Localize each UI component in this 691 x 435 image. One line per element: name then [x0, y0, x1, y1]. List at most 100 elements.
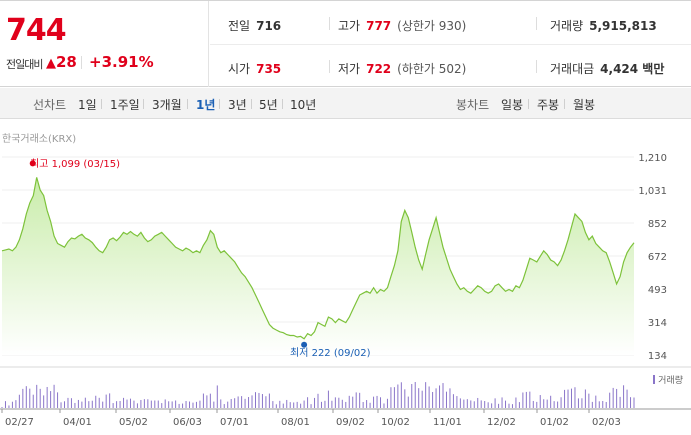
change-value: ▲28	[46, 53, 77, 71]
volume-bar	[383, 403, 385, 408]
volume-bar	[529, 391, 531, 408]
volume-bar	[154, 400, 156, 408]
volume-bar	[307, 397, 309, 408]
volume-bar	[623, 385, 625, 408]
x-tick-label: 07/01	[220, 417, 249, 428]
volume-bar	[393, 387, 395, 408]
volume-bar	[428, 386, 430, 408]
volume-bar	[53, 384, 55, 408]
candle-chart-label: 봉차트	[456, 98, 490, 112]
min-label: 최저 222 (09/02)	[290, 347, 371, 359]
data-source: 한국거래소(KRX)	[2, 134, 77, 145]
y-tick-label: 1,031	[638, 186, 667, 197]
y-axis: 1,210 1,031 852 672 493 314 134	[638, 153, 667, 362]
volume-bar	[595, 395, 597, 408]
period-3m[interactable]: 3개월	[152, 98, 182, 112]
volume-bar	[209, 393, 211, 408]
volume-bar	[442, 383, 444, 408]
volume-bar	[522, 392, 524, 408]
volume-bar	[310, 404, 312, 408]
volume-bar	[220, 399, 222, 408]
volume-bar	[564, 389, 566, 408]
period-1w[interactable]: 1주일	[110, 98, 140, 112]
volume-bar	[185, 401, 187, 408]
open-price: 시가 735	[228, 62, 282, 76]
x-tick-label: 11/01	[433, 417, 462, 428]
volume-bar	[584, 389, 586, 408]
period-3y[interactable]: 3년	[228, 98, 247, 112]
y-tick-label: 852	[648, 219, 667, 230]
volume-bar	[119, 400, 121, 408]
divider	[101, 99, 102, 109]
volume-bar	[320, 401, 322, 408]
volume-bar	[195, 401, 197, 408]
volume-bar	[123, 397, 125, 408]
volume-bar	[317, 393, 319, 408]
volume-bar	[432, 391, 434, 408]
volume-bar	[397, 384, 399, 408]
volume-bar	[25, 386, 27, 408]
volume-bar	[175, 400, 177, 408]
candle-monthly[interactable]: 월봉	[573, 98, 596, 112]
volume-bar	[265, 396, 267, 408]
volume-bar	[251, 395, 253, 408]
divider	[282, 99, 283, 109]
volume-bar	[293, 402, 295, 408]
y-tick-label: 672	[648, 252, 667, 263]
volume-bar	[591, 401, 593, 408]
volume-bar	[199, 400, 201, 408]
volume-bar	[95, 395, 97, 408]
volume-bar	[303, 400, 305, 408]
volume-bar	[213, 401, 215, 408]
volume-bar	[494, 398, 496, 408]
divider	[329, 60, 330, 73]
volume-bar	[338, 397, 340, 408]
volume-bar	[515, 397, 517, 408]
volume-bar	[501, 397, 503, 408]
volume-bar	[536, 401, 538, 408]
volume-bar	[91, 400, 93, 408]
volume-bar	[22, 388, 24, 408]
volume-bar	[616, 388, 618, 408]
divider	[81, 56, 82, 69]
candle-weekly[interactable]: 주봉	[537, 98, 560, 112]
volume-bar	[373, 396, 375, 408]
volume-bar	[348, 395, 350, 408]
volume-bar	[352, 396, 354, 408]
volume-bar	[248, 397, 250, 408]
volume-bar	[425, 382, 427, 408]
volume-bar	[18, 394, 20, 408]
x-tick-label: 02/03	[592, 417, 621, 428]
volume-bar	[334, 397, 336, 408]
volume-bar	[366, 400, 368, 408]
volume-bar	[230, 399, 232, 408]
volume-bar	[272, 401, 274, 408]
volume-bar	[282, 403, 284, 408]
volume-bar	[11, 401, 13, 408]
volume-bar	[143, 399, 145, 408]
volume-bar	[445, 391, 447, 408]
volume: 거래량 5,915,813	[550, 19, 657, 33]
volume-bar	[286, 399, 288, 408]
volume-bar	[192, 402, 194, 408]
volume-bar	[553, 401, 555, 408]
volume-bar	[88, 401, 90, 408]
volume-bar	[439, 385, 441, 408]
divider	[219, 99, 220, 109]
volume-bar	[182, 403, 184, 408]
period-1d[interactable]: 1일	[78, 98, 97, 112]
volume-bar	[376, 395, 378, 408]
volume-bar	[570, 388, 572, 408]
volume-bar	[355, 392, 357, 408]
period-5y[interactable]: 5년	[259, 98, 278, 112]
volume-bar	[244, 398, 246, 408]
candle-daily[interactable]: 일봉	[501, 98, 524, 112]
volume-bar	[67, 397, 69, 408]
volume-bar	[202, 393, 204, 408]
period-1y[interactable]: 1년	[196, 98, 216, 112]
y-tick-label: 1,210	[638, 153, 667, 164]
volume-bar	[386, 398, 388, 408]
volume-bar	[508, 403, 510, 408]
x-tick-label: 09/02	[336, 417, 365, 428]
period-10y[interactable]: 10년	[290, 98, 317, 112]
